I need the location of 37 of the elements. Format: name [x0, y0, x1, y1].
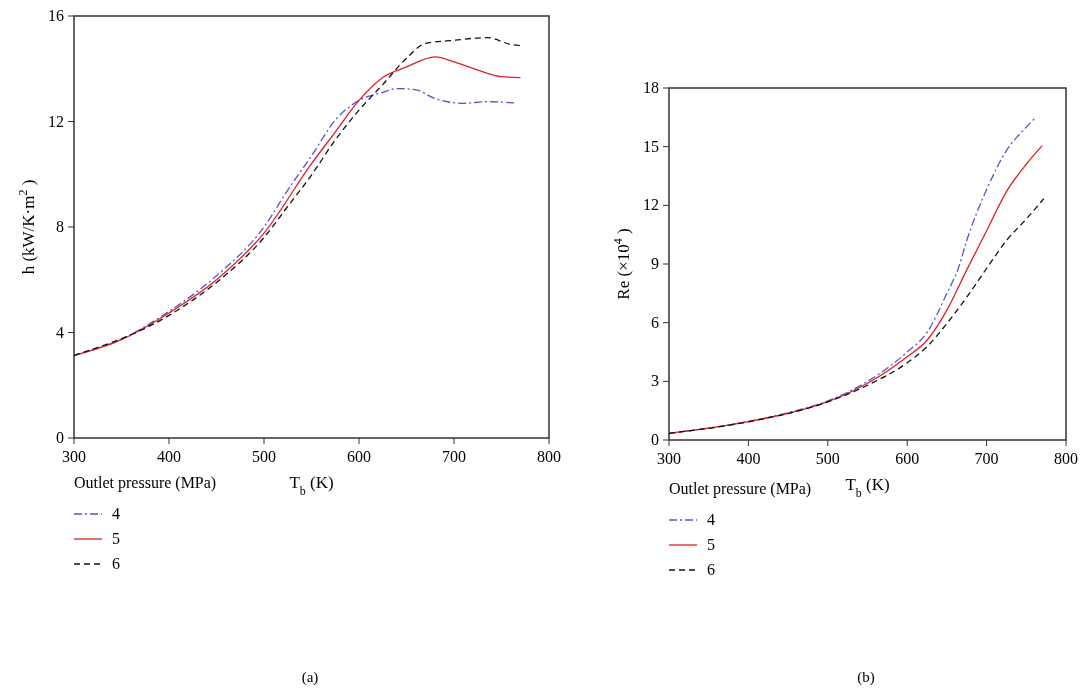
x-tick-label: 400 — [157, 448, 181, 465]
y-tick-label: 3 — [651, 372, 659, 390]
legend-title: Outlet pressure (MPa) — [74, 474, 217, 492]
y-tick-label: 18 — [643, 79, 659, 96]
y-tick-label: 15 — [643, 137, 659, 155]
y-tick-label: 0 — [651, 431, 659, 448]
y-tick-label: 12 — [48, 112, 64, 130]
x-tick-label: 800 — [537, 448, 561, 465]
x-tick-label: 800 — [1054, 450, 1078, 467]
legend-label: 4 — [707, 511, 715, 528]
y-tick-label: 0 — [56, 429, 64, 446]
legend-label: 6 — [112, 555, 120, 572]
line-series — [668, 198, 1045, 434]
y-tick-label: 12 — [643, 196, 659, 214]
y-tick-label: 16 — [48, 7, 64, 24]
x-tick-label: 500 — [252, 448, 276, 465]
x-tick-label: 700 — [974, 450, 999, 467]
y-tick-label: 8 — [56, 218, 64, 235]
legend-label: 5 — [707, 536, 715, 553]
legend-label: 5 — [112, 530, 120, 547]
text: (a) — [301, 669, 319, 686]
x-tick-label: 300 — [62, 448, 86, 465]
x-tick-label: 400 — [736, 450, 761, 467]
y-tick-label: 4 — [56, 323, 64, 341]
y-tick-label: 6 — [651, 313, 659, 331]
legend-title: Outlet pressure (MPa) — [669, 480, 812, 498]
x-tick-label: 500 — [815, 450, 840, 467]
x-tick-label: 600 — [347, 448, 371, 465]
x-tick-label: 600 — [895, 450, 920, 467]
y-tick-label: 9 — [651, 255, 659, 272]
legend-label: 6 — [707, 561, 715, 578]
text: (b) — [857, 669, 875, 686]
x-axis-title: T$_{b}$ (K) — [845, 475, 890, 500]
x-tick-label: 300 — [657, 450, 681, 467]
x-axis-title: T$_{b}$ (K) — [289, 473, 334, 498]
x-tick-label: 700 — [442, 448, 466, 465]
legend-label: 4 — [112, 505, 120, 522]
